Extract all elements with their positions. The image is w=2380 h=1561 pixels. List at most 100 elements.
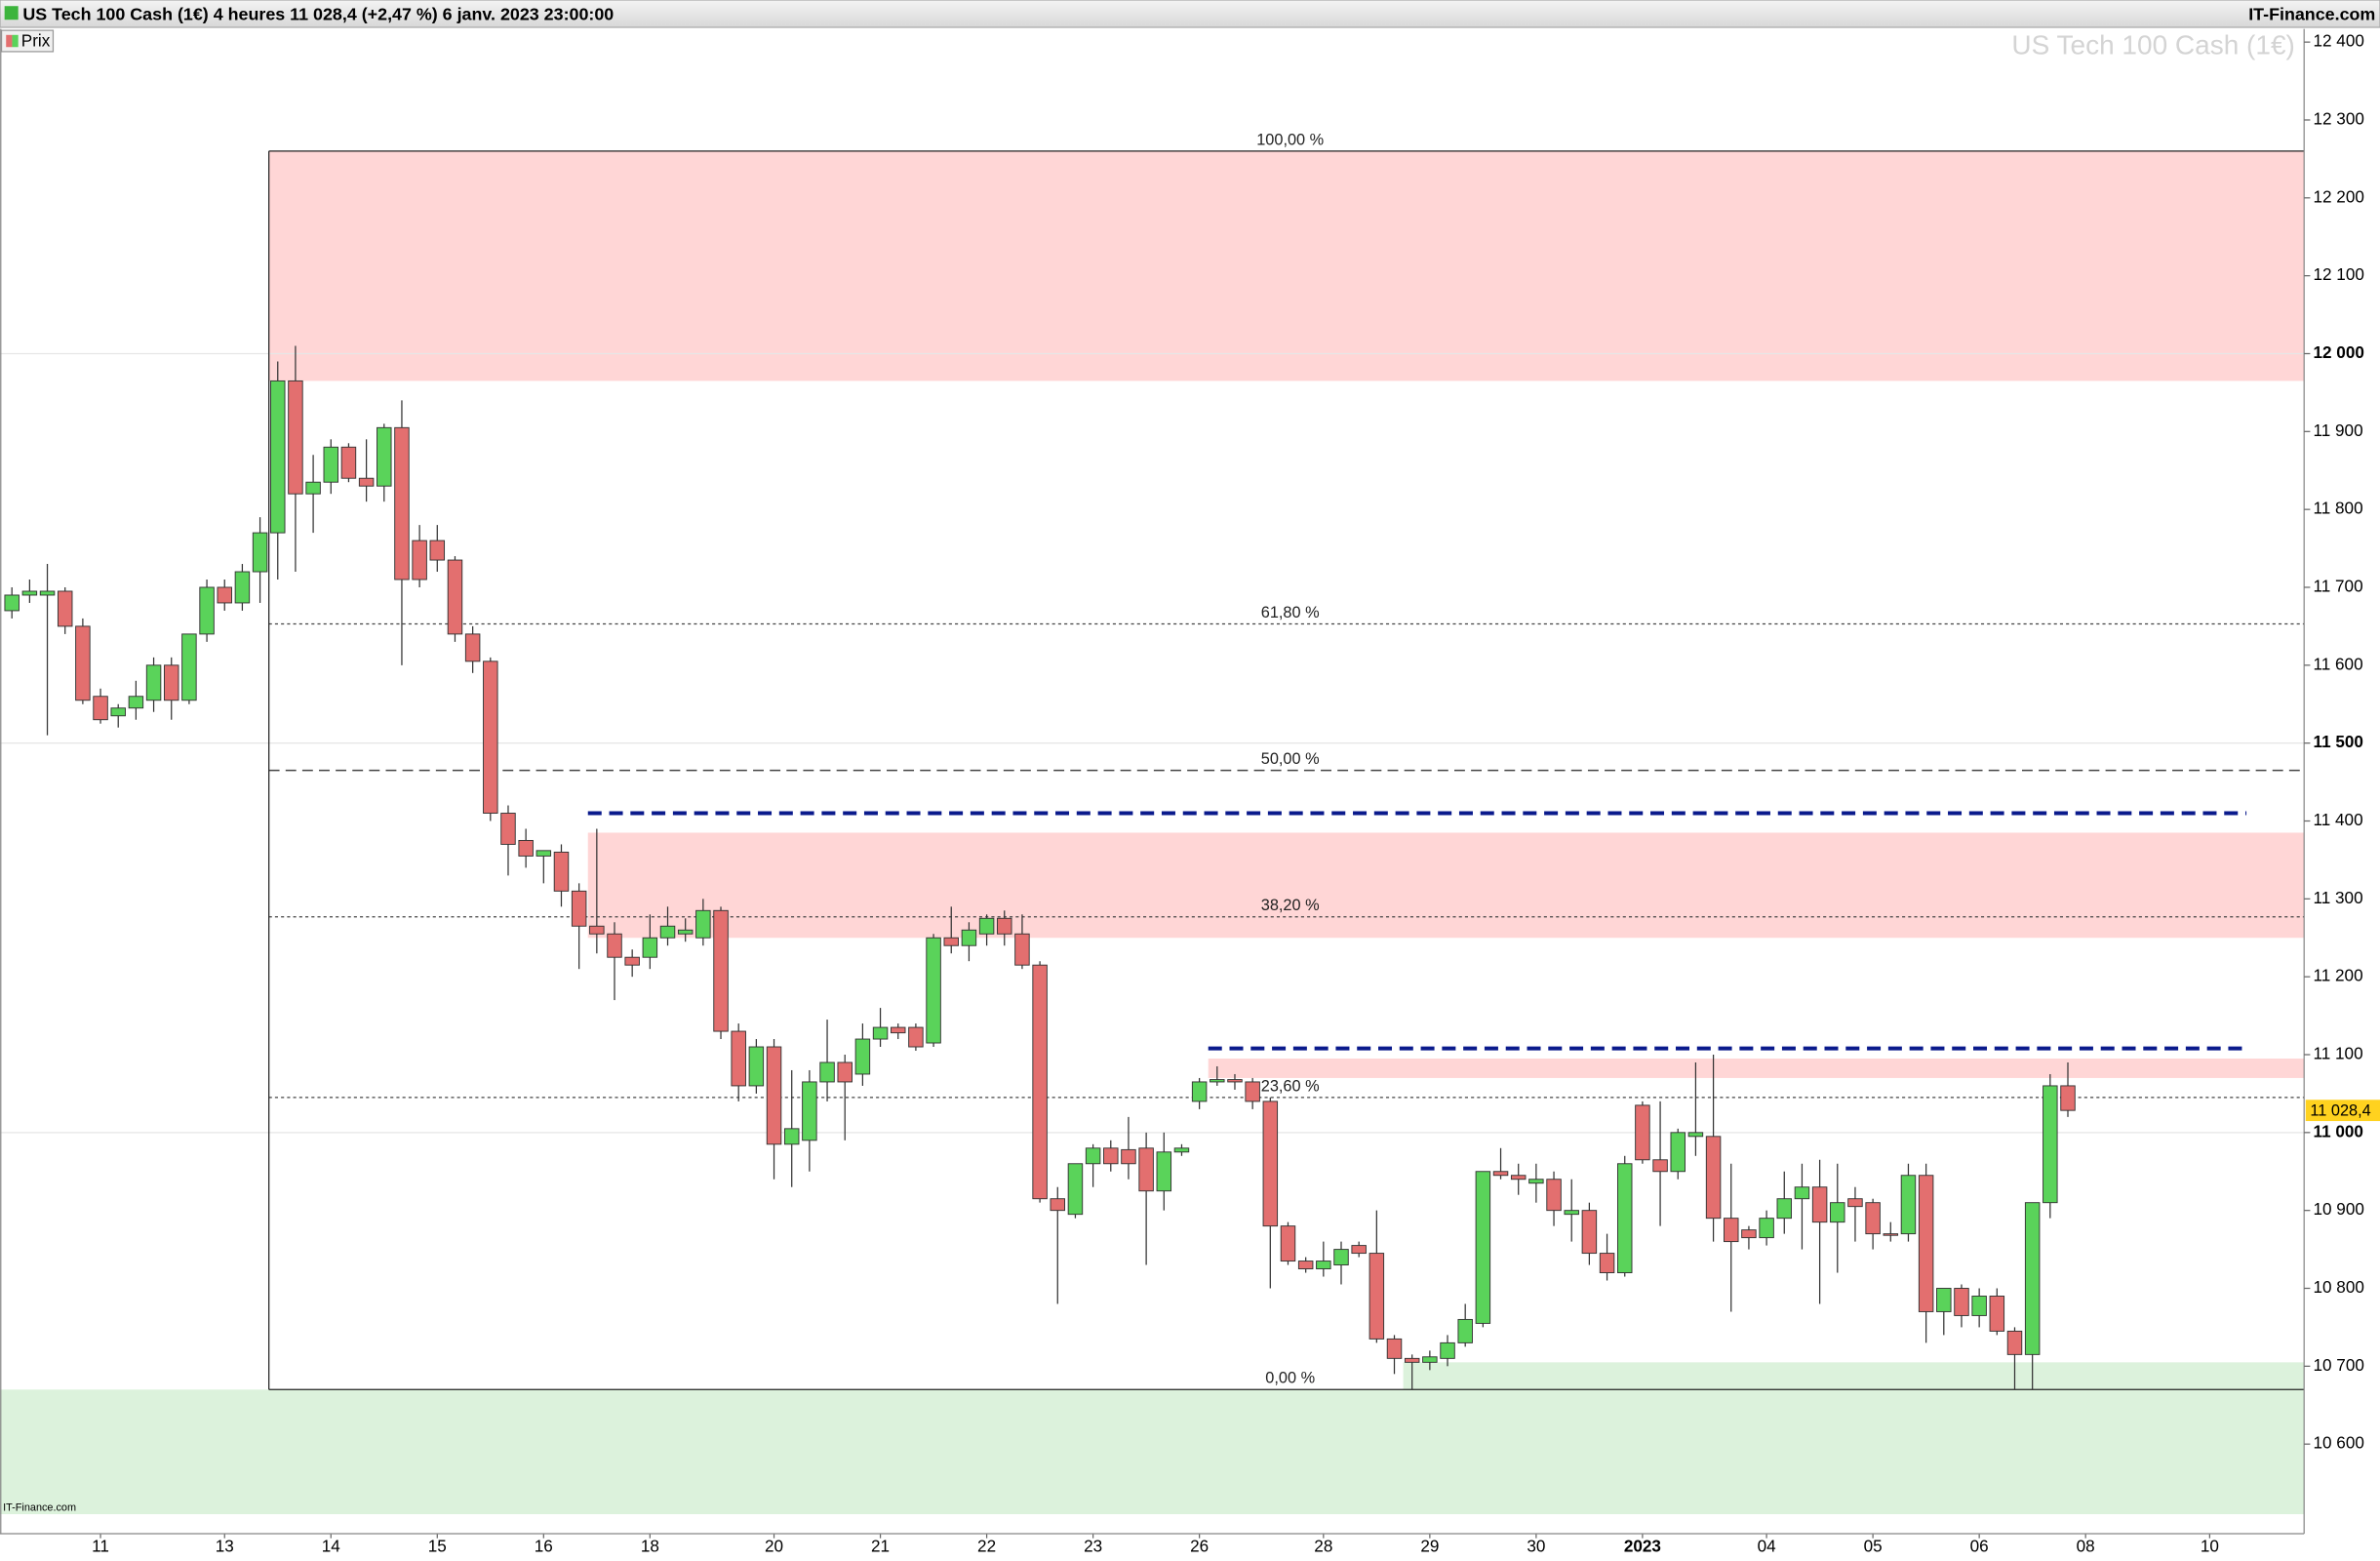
y-tick-label: 10 700 [2314, 1356, 2364, 1375]
candle-body [731, 1030, 746, 1087]
candle-body [1546, 1179, 1562, 1212]
candle-body [1528, 1179, 1544, 1184]
legend-label: Prix [21, 31, 51, 50]
x-tick-label: 11 [92, 1538, 109, 1556]
candle-body [305, 481, 321, 495]
x-tick-label: 08 [2077, 1538, 2095, 1556]
x-tick-label: 10 [2201, 1538, 2219, 1556]
candle-body [1811, 1186, 1828, 1223]
zone [1403, 1362, 2305, 1390]
candle-body [997, 917, 1012, 935]
candle-body [1351, 1245, 1367, 1255]
x-tick-label: 14 [322, 1538, 341, 1556]
candle-body [695, 909, 711, 939]
candle-body [1457, 1318, 1473, 1343]
candle-body [39, 590, 56, 596]
y-tick-label: 11 600 [2314, 655, 2363, 673]
candle-body [217, 586, 232, 604]
candle-body [659, 925, 676, 939]
candle-body [943, 937, 959, 946]
candle-body [110, 707, 126, 717]
candle-body [518, 839, 534, 857]
candle-body [340, 446, 357, 479]
candle-body [1333, 1249, 1349, 1266]
x-tick-label: 04 [1758, 1538, 1777, 1556]
watermark: US Tech 100 Cash (1€) [2011, 30, 2295, 60]
candle-body [642, 937, 658, 958]
candle-body [1386, 1338, 1403, 1359]
candle-body [571, 890, 587, 927]
candle-body [4, 594, 20, 612]
header-bar [0, 0, 2380, 28]
candle-body [21, 590, 38, 596]
candle-body [536, 850, 552, 857]
candle-body [145, 664, 162, 701]
footer: IT-Finance.com [3, 1501, 76, 1513]
candle-body [1741, 1229, 1757, 1239]
candle-body [1705, 1136, 1722, 1220]
candle-body [819, 1061, 835, 1083]
candle-body [1316, 1261, 1331, 1270]
plot-area: 100,00 % 61,80 % 50,00 % 38,20 % 23,60 % 0,00… [0, 131, 2305, 1515]
candle-body [1670, 1132, 1686, 1173]
candle-body [624, 956, 640, 966]
candle-body [713, 909, 729, 1032]
candle-body [961, 929, 977, 946]
x-tick-label: 22 [977, 1538, 996, 1556]
y-tick-label: 12 300 [2314, 109, 2364, 128]
candle-body [1900, 1175, 1917, 1235]
candle-body [1297, 1261, 1314, 1270]
candle-body [766, 1046, 782, 1145]
candle-body [1616, 1163, 1633, 1274]
fib-label: 0,00 % [1265, 1370, 1315, 1387]
fib-label: 50,00 % [1261, 750, 1320, 768]
candle-body [323, 446, 339, 483]
candle-body [890, 1026, 906, 1034]
candle-body [1687, 1132, 1704, 1138]
candle-body [1050, 1198, 1066, 1212]
candle-body [1173, 1147, 1190, 1153]
candle-body [429, 540, 446, 561]
x-tick-label: 29 [1420, 1538, 1439, 1556]
candle-body [2024, 1202, 2041, 1355]
zone [1208, 1058, 2305, 1078]
x-tick-label: 15 [428, 1538, 447, 1556]
candle-body [2060, 1085, 2076, 1111]
candle-body [394, 426, 410, 580]
last-price-label: 11 028,4 [2310, 1101, 2370, 1119]
header-text: US Tech 100 Cash (1€) 4 heures 11 028,4 … [22, 4, 614, 23]
candle-body [270, 380, 286, 534]
candle-body [1847, 1198, 1863, 1208]
y-tick-label: 12 000 [2314, 343, 2364, 362]
candle-body [128, 696, 144, 709]
y-tick-label: 11 400 [2314, 811, 2363, 829]
y-tick-label: 10 800 [2314, 1278, 2364, 1297]
brand: IT-Finance.com [2248, 4, 2375, 23]
candle-body [1564, 1210, 1579, 1216]
candle-body [802, 1081, 817, 1141]
candle-body [854, 1038, 871, 1075]
y-tick-label: 12 400 [2314, 32, 2364, 51]
candle-body [1032, 964, 1048, 1200]
candle-body [199, 586, 215, 635]
x-tick-label: 21 [871, 1538, 890, 1556]
candle-body [2006, 1330, 2023, 1355]
candle-body [1440, 1341, 1455, 1359]
candle-body [589, 925, 605, 935]
candle-body [447, 559, 463, 635]
fib-label: 23,60 % [1261, 1077, 1320, 1095]
candle-body [1067, 1163, 1084, 1216]
y-tick-label: 11 100 [2314, 1045, 2363, 1063]
candle-body [872, 1026, 889, 1040]
candle-body [288, 380, 303, 495]
candle-body [1510, 1175, 1527, 1181]
y-tick-label: 11 900 [2314, 421, 2363, 440]
zone [268, 150, 2305, 381]
x-tick-label: 20 [765, 1538, 783, 1556]
x-tick-label: 13 [216, 1538, 234, 1556]
candle-body [1971, 1296, 1987, 1316]
y-tick-label: 11 300 [2314, 889, 2363, 907]
candle-body [553, 851, 570, 892]
candle-body [358, 477, 375, 487]
